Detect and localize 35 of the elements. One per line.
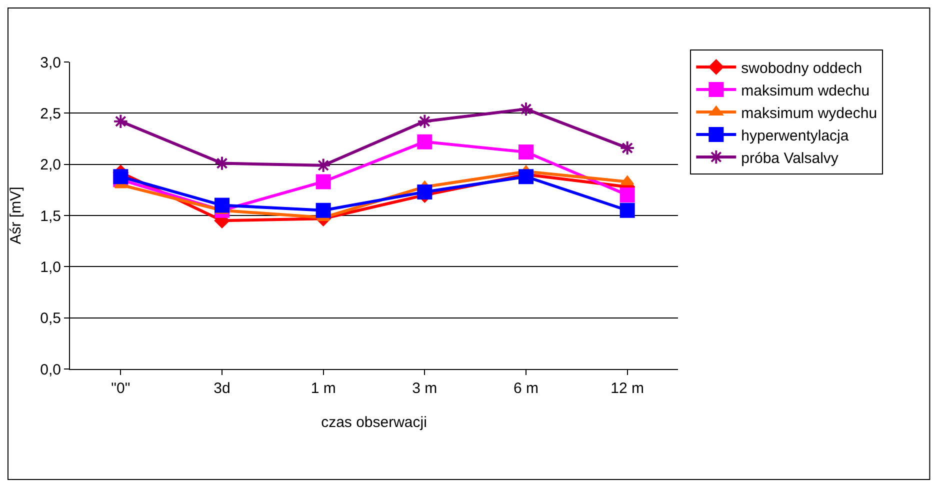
y-tick-label: 2,0 [40, 156, 61, 174]
point [113, 114, 128, 129]
point [417, 114, 432, 129]
legend-label: próba Valsalvy [741, 150, 839, 167]
x-tick-label: 3 m [412, 380, 438, 397]
y-tick-label: 0,0 [40, 361, 61, 378]
legend-label: maksimum wydechu [741, 104, 878, 122]
y-tick-label: 0,5 [40, 310, 61, 328]
point [620, 140, 635, 156]
point [620, 202, 635, 218]
point [214, 198, 230, 213]
point [417, 184, 432, 200]
x-axis-title: czas obserwacji [321, 414, 427, 431]
point [417, 134, 432, 150]
x-tick-label: 1 m [310, 380, 336, 397]
y-axis-title: Aśr [mV] [7, 186, 24, 244]
x-tick-label: 6 m [513, 380, 539, 397]
y-tick-label: 2,5 [40, 105, 61, 122]
point [113, 169, 128, 184]
x-tick-label: 3d [214, 380, 230, 397]
point [518, 169, 534, 184]
legend-label: swobodny oddech [741, 60, 862, 77]
point [620, 188, 635, 203]
y-tick-label: 1,0 [40, 258, 61, 276]
y-tick-label: 3,0 [40, 54, 61, 72]
point [518, 144, 534, 160]
point [518, 101, 534, 117]
x-tick-label: "0" [111, 380, 130, 397]
point [316, 202, 331, 218]
legend-label: hyperwentylacja [741, 127, 850, 144]
legend-label: maksimum wdechu [741, 82, 870, 100]
y-tick-label: 1,5 [40, 208, 61, 225]
x-tick-label: 12 m [610, 380, 644, 397]
point [620, 176, 634, 186]
point [316, 174, 331, 190]
